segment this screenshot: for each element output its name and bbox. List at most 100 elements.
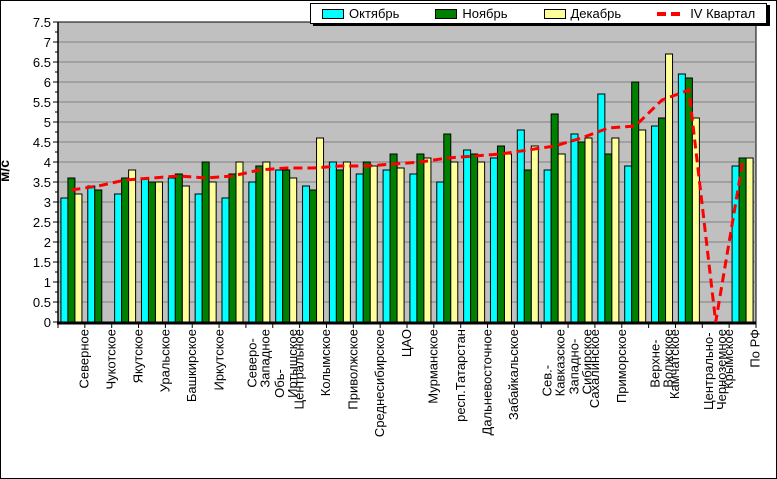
bar-Ноябрь bbox=[147, 181, 156, 323]
category-label: Северо- Западное bbox=[244, 329, 273, 388]
y-tick-label: 0.5 bbox=[32, 294, 51, 310]
category-label: Сев.- Кавказское bbox=[539, 329, 568, 397]
legend-label: Декабрь bbox=[570, 6, 622, 21]
bar-Ноябрь bbox=[658, 117, 667, 323]
bar-Октябрь bbox=[140, 177, 149, 323]
bar-Октябрь bbox=[167, 177, 176, 323]
category-label: По РФ bbox=[748, 329, 764, 368]
bar-Декабрь bbox=[369, 165, 378, 323]
category-label: Приволжское bbox=[345, 329, 361, 410]
bar-Декабрь bbox=[691, 117, 700, 323]
legend-item: IV Квартал bbox=[657, 6, 755, 21]
bar-Октябрь bbox=[651, 125, 660, 323]
category-label: Крымское bbox=[721, 329, 737, 389]
bar-Декабрь bbox=[181, 185, 190, 323]
bar-Октябрь bbox=[489, 157, 498, 323]
bar-Декабрь bbox=[477, 161, 486, 323]
category-label: Забайкальское bbox=[506, 329, 522, 421]
category-label: Центральное bbox=[291, 329, 307, 410]
bar-Ноябрь bbox=[389, 153, 398, 323]
y-tick-label: 7.5 bbox=[32, 14, 51, 30]
bar-Ноябрь bbox=[577, 141, 586, 323]
category-label: Сахалинское bbox=[587, 329, 602, 409]
bar-Ноябрь bbox=[282, 169, 291, 323]
bar-Октябрь bbox=[87, 185, 96, 323]
y-tick-label: 6 bbox=[43, 74, 51, 90]
bar-Октябрь bbox=[302, 185, 311, 323]
bar-Декабрь bbox=[423, 157, 432, 323]
bar-Декабрь bbox=[396, 167, 405, 323]
legend-dash-icon bbox=[657, 11, 686, 16]
legend-label: Октябрь bbox=[349, 6, 400, 21]
bar-Декабрь bbox=[128, 169, 137, 323]
y-tick-label: 0 bbox=[43, 314, 51, 330]
bar-Ноябрь bbox=[201, 161, 210, 323]
bar-Октябрь bbox=[221, 197, 230, 323]
y-tick-label: 1.5 bbox=[32, 254, 51, 270]
bar-Декабрь bbox=[584, 137, 593, 323]
category-label: Мурманское bbox=[425, 329, 441, 404]
category-label: Иркутское bbox=[211, 329, 227, 391]
bar-Ноябрь bbox=[174, 173, 183, 323]
bar-Октябрь bbox=[463, 149, 472, 323]
category-label: Камчатское bbox=[667, 329, 683, 400]
legend: Октябрь Ноябрь Декабрь IV Квартал bbox=[310, 3, 768, 24]
category-label: Колымское bbox=[318, 329, 334, 397]
bar-Декабрь bbox=[235, 161, 244, 323]
bar-Октябрь bbox=[328, 161, 337, 323]
bar-Ноябрь bbox=[496, 145, 505, 323]
bar-Декабрь bbox=[316, 137, 325, 323]
bar-Декабрь bbox=[74, 193, 83, 323]
y-tick-label: 5 bbox=[43, 114, 51, 130]
bar-Октябрь bbox=[194, 193, 203, 323]
bar-Декабрь bbox=[154, 181, 163, 323]
bar-Ноябрь bbox=[604, 153, 613, 323]
bar-Ноябрь bbox=[67, 177, 76, 323]
q4-trend-line bbox=[71, 87, 745, 323]
category-label: Приморское bbox=[613, 329, 629, 404]
bar-Декабрь bbox=[611, 137, 620, 323]
bar-Ноябрь bbox=[309, 189, 318, 323]
bar-Октябрь bbox=[624, 165, 633, 323]
category-label: ЦАО bbox=[399, 329, 415, 358]
y-tick-label: 6.5 bbox=[32, 54, 51, 70]
y-tick-label: 5.5 bbox=[32, 94, 51, 110]
legend-label: IV Квартал bbox=[690, 6, 756, 21]
y-tick-label: 1 bbox=[43, 274, 51, 290]
category-label: Северное bbox=[76, 329, 92, 389]
bar-Ноябрь bbox=[335, 169, 344, 323]
bar-Ноябрь bbox=[443, 133, 452, 323]
bar-Октябрь bbox=[677, 73, 686, 323]
bar-Октябрь bbox=[275, 169, 284, 323]
category-label: Якутское bbox=[130, 329, 146, 384]
bar-Ноябрь bbox=[416, 153, 425, 323]
category-label: Дальневосточное bbox=[479, 329, 495, 436]
y-tick-label: 2 bbox=[43, 234, 51, 250]
legend-item: Октябрь bbox=[322, 6, 399, 21]
bar-Декабрь bbox=[665, 53, 674, 323]
legend-swatch-icon bbox=[322, 8, 344, 19]
bar-Октябрь bbox=[248, 181, 257, 323]
bar-Октябрь bbox=[543, 169, 552, 323]
y-tick-label: 2.5 bbox=[32, 214, 51, 230]
bar-Декабрь bbox=[557, 153, 566, 323]
bar-Ноябрь bbox=[362, 161, 371, 323]
category-label: Уральское bbox=[157, 329, 173, 393]
legend-item: Ноябрь bbox=[435, 6, 508, 21]
bar-Октябрь bbox=[436, 181, 445, 323]
bar-Ноябрь bbox=[470, 153, 479, 323]
category-label: Чукотское bbox=[103, 329, 119, 390]
bar-Октябрь bbox=[114, 193, 123, 323]
bar-Декабрь bbox=[638, 129, 647, 323]
legend-swatch-icon bbox=[435, 8, 458, 19]
bar-Декабрь bbox=[530, 145, 539, 323]
legend-swatch-icon bbox=[543, 8, 566, 19]
legend-label: Ноябрь bbox=[462, 6, 508, 21]
bar-Ноябрь bbox=[94, 189, 103, 323]
category-label: респ.Татарстан bbox=[452, 329, 468, 422]
bar-Октябрь bbox=[382, 169, 391, 323]
y-tick-label: 4.5 bbox=[32, 134, 51, 150]
bar-Октябрь bbox=[409, 173, 418, 323]
